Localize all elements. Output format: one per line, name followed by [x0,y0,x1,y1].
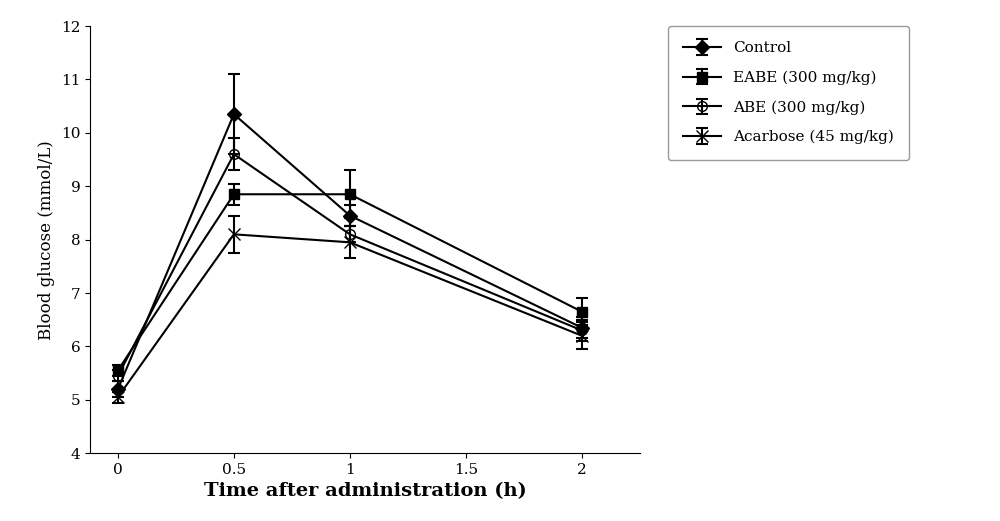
X-axis label: Time after administration (h): Time after administration (h) [204,482,526,501]
Y-axis label: Blood glucose (mmol/L): Blood glucose (mmol/L) [38,140,55,340]
Legend: Control, EABE (300 mg/kg), ABE (300 mg/kg), Acarbose (45 mg/kg): Control, EABE (300 mg/kg), ABE (300 mg/k… [668,26,909,159]
